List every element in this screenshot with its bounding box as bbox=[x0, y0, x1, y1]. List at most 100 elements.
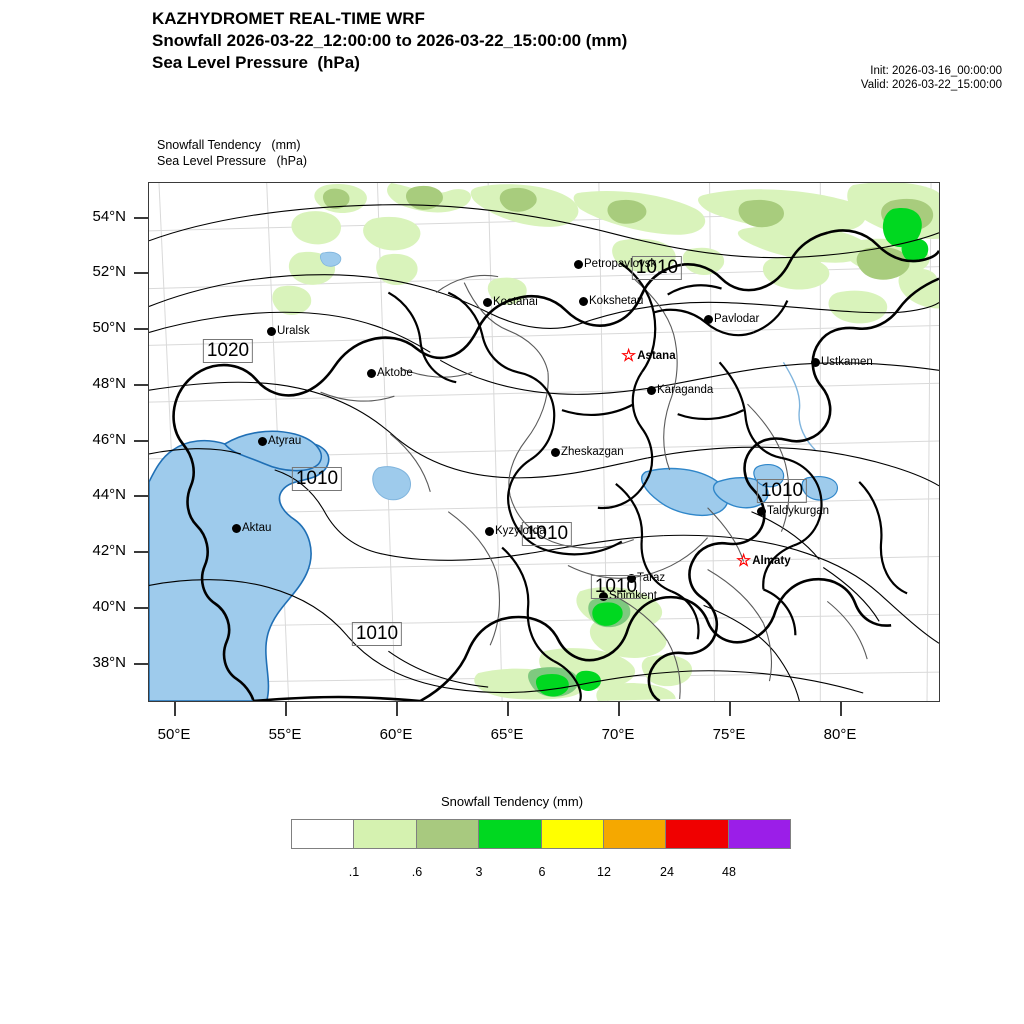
title-line-3: Sea Level Pressure (hPa) bbox=[152, 53, 360, 72]
init-valid-block: Init: 2026-03-16_00:00:00 Valid: 2026-03… bbox=[861, 64, 1002, 92]
city-dot-icon bbox=[483, 297, 492, 307]
city-label: Ustkamen bbox=[821, 356, 873, 368]
caspian-sea bbox=[149, 439, 330, 701]
lat-label: 38°N bbox=[92, 654, 126, 671]
lat-label: 42°N bbox=[92, 542, 126, 559]
city-dot-icon bbox=[599, 591, 608, 601]
lake-small-west bbox=[319, 251, 342, 267]
city-marker-aktau: Aktau bbox=[232, 522, 271, 534]
lat-tick bbox=[134, 328, 148, 330]
isobar-contours bbox=[149, 204, 939, 701]
city-dot-icon bbox=[367, 368, 376, 378]
city-label: Astana bbox=[637, 349, 676, 362]
lon-label: 75°E bbox=[712, 726, 746, 743]
lon-tick bbox=[729, 702, 731, 716]
map-panel[interactable]: Petropavlovsk Kostanai Kokshetau Pavlodar ☆ A… bbox=[148, 182, 940, 702]
isobar-value-label: 1010 bbox=[521, 522, 573, 546]
lon-tick bbox=[618, 702, 620, 716]
city-dot-icon bbox=[232, 523, 241, 533]
city-label: Kostanai bbox=[493, 296, 538, 308]
field-caption-pressure: Sea Level Pressure (hPa) bbox=[157, 154, 308, 168]
title-line-1: KAZHYDROMET REAL-TIME WRF bbox=[152, 9, 425, 28]
colorbar-tick-label: 48 bbox=[722, 865, 736, 879]
map-canvas[interactable] bbox=[149, 183, 939, 701]
lon-label: 55°E bbox=[268, 726, 302, 743]
capital-star-icon: ☆ bbox=[736, 551, 752, 570]
title-line-2: Snowfall 2026-03-22_12:00:00 to 2026-03-… bbox=[152, 31, 628, 50]
colorbar-cell-1[interactable] bbox=[353, 820, 416, 848]
city-marker-ustkamen: Ustkamen bbox=[811, 356, 873, 368]
city-marker-kyzylorda: Kyzylorda bbox=[485, 525, 546, 537]
field-caption-snowfall: Snowfall Tendency (mm) bbox=[157, 138, 301, 152]
snowfall-shading bbox=[272, 183, 939, 324]
colorbar-title: Snowfall Tendency (mm) bbox=[440, 794, 584, 809]
city-marker-kostanai: Kostanai bbox=[483, 296, 538, 308]
city-label: Shimkent bbox=[609, 590, 657, 602]
city-dot-icon bbox=[267, 326, 276, 336]
city-dot-icon bbox=[647, 385, 656, 395]
city-marker-shimkent: Shimkent bbox=[599, 590, 657, 602]
city-dot-icon bbox=[574, 259, 583, 269]
lat-label: 52°N bbox=[92, 263, 126, 280]
city-dot-icon bbox=[811, 357, 820, 367]
lon-label: 70°E bbox=[601, 726, 635, 743]
city-marker-astana: ☆ Astana bbox=[621, 346, 676, 365]
isobar-value-label: 1010 bbox=[590, 575, 642, 599]
lat-tick bbox=[134, 217, 148, 219]
lat-tick bbox=[134, 607, 148, 609]
city-marker-zheskazgan: Zheskazgan bbox=[551, 446, 624, 458]
isobar-value-label: 1010 bbox=[631, 256, 683, 280]
city-label: Uralsk bbox=[277, 325, 310, 337]
colorbar-cell-5[interactable] bbox=[602, 820, 666, 848]
water-bodies bbox=[149, 251, 838, 701]
city-marker-atyrau: Atyrau bbox=[258, 435, 301, 447]
colorbar[interactable] bbox=[291, 819, 791, 849]
city-marker-taldykurgan: Taldykurgan bbox=[757, 505, 829, 517]
city-dot-icon bbox=[485, 526, 494, 536]
colorbar-cell-6[interactable] bbox=[665, 820, 728, 848]
lat-label: 48°N bbox=[92, 375, 126, 392]
lat-label: 54°N bbox=[92, 208, 126, 225]
isobar-value-label: 1010 bbox=[351, 622, 403, 646]
lat-label: 40°N bbox=[92, 598, 126, 615]
colorbar-cell-2[interactable] bbox=[415, 820, 479, 848]
colorbar-tick-label: .6 bbox=[411, 865, 423, 879]
city-label: Taldykurgan bbox=[767, 505, 830, 517]
colorbar-cell-4[interactable] bbox=[540, 820, 603, 848]
isobar-value-label: 1010 bbox=[291, 467, 343, 491]
colorbar-cell-3[interactable] bbox=[478, 820, 541, 848]
colorbar-tick-label: .1 bbox=[348, 865, 360, 879]
city-label: Taraz bbox=[637, 572, 666, 584]
city-marker-uralsk: Uralsk bbox=[267, 325, 310, 337]
city-dot-icon bbox=[551, 447, 560, 457]
isobar-value-label: 1010 bbox=[756, 479, 808, 503]
city-marker-almaty: ☆ Almaty bbox=[736, 551, 791, 570]
colorbar-tick-label: 24 bbox=[660, 865, 674, 879]
lat-tick bbox=[134, 440, 148, 442]
city-dot-icon bbox=[704, 314, 713, 324]
init-time: Init: 2026-03-16_00:00:00 bbox=[870, 65, 1002, 77]
title-block: KAZHYDROMET REAL-TIME WRF Snowfall 2026-… bbox=[152, 8, 627, 74]
isobar-value-label: 1020 bbox=[202, 339, 254, 363]
colorbar-tick-label: 12 bbox=[597, 865, 611, 879]
lon-tick bbox=[285, 702, 287, 716]
capital-star-icon: ☆ bbox=[621, 346, 637, 365]
lon-label: 80°E bbox=[823, 726, 857, 743]
lon-label: 65°E bbox=[490, 726, 524, 743]
city-dot-icon bbox=[579, 296, 588, 306]
lon-tick bbox=[840, 702, 842, 716]
city-marker-taraz: Taraz bbox=[627, 572, 665, 584]
city-label: Atyrau bbox=[268, 435, 302, 447]
snowfall-shading-south bbox=[474, 587, 693, 701]
city-marker-karaganda: Karaganda bbox=[647, 384, 713, 396]
lat-tick bbox=[134, 495, 148, 497]
colorbar-cell-0[interactable] bbox=[292, 820, 354, 848]
lon-tick bbox=[174, 702, 176, 716]
colorbar-cell-7[interactable] bbox=[727, 820, 790, 848]
city-label: Petropavlovsk bbox=[584, 258, 657, 270]
city-label: Zheskazgan bbox=[561, 446, 624, 458]
lat-label: 50°N bbox=[92, 319, 126, 336]
city-label: Karaganda bbox=[657, 384, 714, 396]
country-borders bbox=[172, 229, 939, 701]
city-label: Aktobe bbox=[377, 367, 413, 379]
